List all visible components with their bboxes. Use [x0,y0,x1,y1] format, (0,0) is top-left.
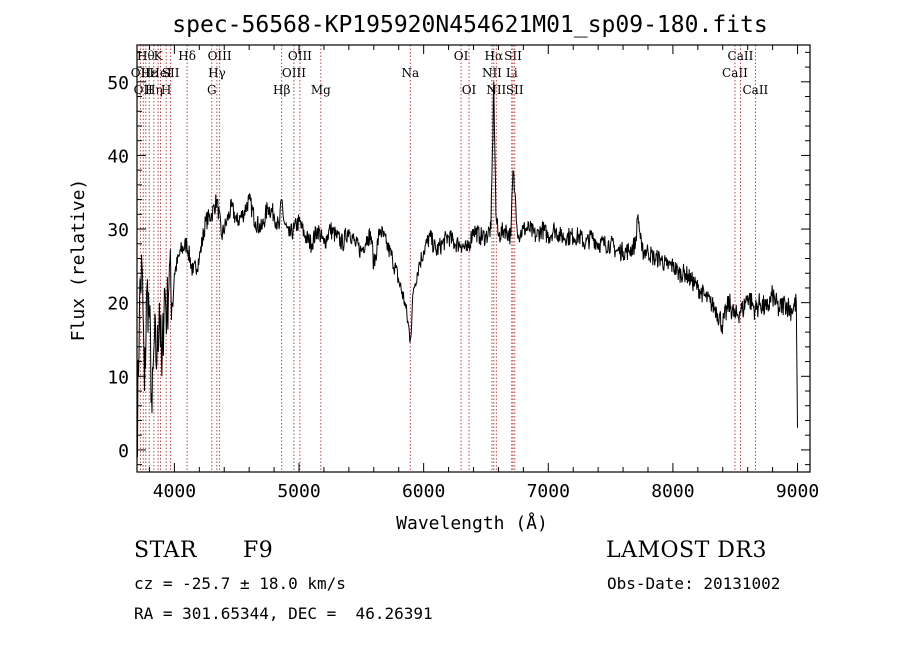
spectral-line-label: NII [482,66,502,80]
y-axis-label: Flux (relative) [68,179,89,342]
spectral-line-label: Hα [485,49,504,63]
y-tick-label: 10 [107,367,129,388]
y-tick-label: 0 [118,441,129,462]
x-tick-label: 5000 [277,481,320,502]
spectral-line-label: OI [454,49,469,63]
chart-title: spec-56568-KP195920N454621M01_sp09-180.f… [172,12,767,38]
spectrum-line [136,81,798,458]
spectral-line-label: OIII [208,49,232,63]
x-tick-label: 8000 [651,481,694,502]
object-subclass: F9 [243,538,274,563]
y-tick-label: 40 [107,146,129,167]
y-tick-label: 30 [107,220,129,241]
spectral-line-label: Hδ [178,49,196,63]
spectral-line-label: OIII [282,66,306,80]
observation-date: Obs-Date: 20131002 [607,574,781,593]
spectral-line-label: CaII [742,83,768,97]
spectral-line-label: CaII [722,66,748,80]
spectral-line-label: K [154,49,164,63]
x-axis-label: Wavelength (Å) [396,512,548,534]
spectral-line-label: CaII [728,49,754,63]
spectral-line-label: NII [486,83,506,97]
object-class: STAR [134,538,197,563]
spectral-line-label: Li [506,66,518,80]
y-tick-label: 50 [107,73,129,94]
x-tick-label: 6000 [402,481,445,502]
spectral-line-label: Hβ [273,83,290,97]
spectral-line-label: SII [162,66,180,80]
spectral-line-label: SII [504,49,522,63]
spectral-line-label: SII [506,83,524,97]
spectral-line-label: Na [401,66,419,80]
redshift-velocity: cz = -25.7 ± 18.0 km/s [134,574,346,593]
spectral-line-label: OII [134,83,154,97]
spectral-line-label: H [161,83,171,97]
spectral-line-label: Hγ [208,66,226,80]
y-tick-label: 20 [107,294,129,315]
spectrum-series [136,81,798,458]
spectral-line-label: G [207,83,217,97]
spectrum-chart: spec-56568-KP195920N454621M01_sp09-180.f… [68,12,819,534]
survey-name: LAMOST DR3 [606,538,767,563]
spectral-line-label: OII [131,66,151,80]
spectral-line-label: Mg [311,83,331,97]
spectral-line-label: Hθ [137,49,155,63]
sky-coordinates: RA = 301.65344, DEC = 46.26391 [134,604,433,623]
spectral-line-markers: OIIOIIHθHεHηKHeIHSIIHδGHγOIIIHβOIIIOIIIM… [131,45,769,472]
plot-frame [136,44,811,473]
x-tick-label: 4000 [153,481,196,502]
spectral-line-label: OIII [288,49,312,63]
spectral-line-label: Hη [145,83,163,97]
x-tick-label: 7000 [527,481,570,502]
spectral-line-label: OI [462,83,477,97]
axis-ticks: 4000 5000 6000 7000 8000 9000 0 10 20 30 40 50 [107,45,819,502]
x-tick-label: 9000 [776,481,819,502]
